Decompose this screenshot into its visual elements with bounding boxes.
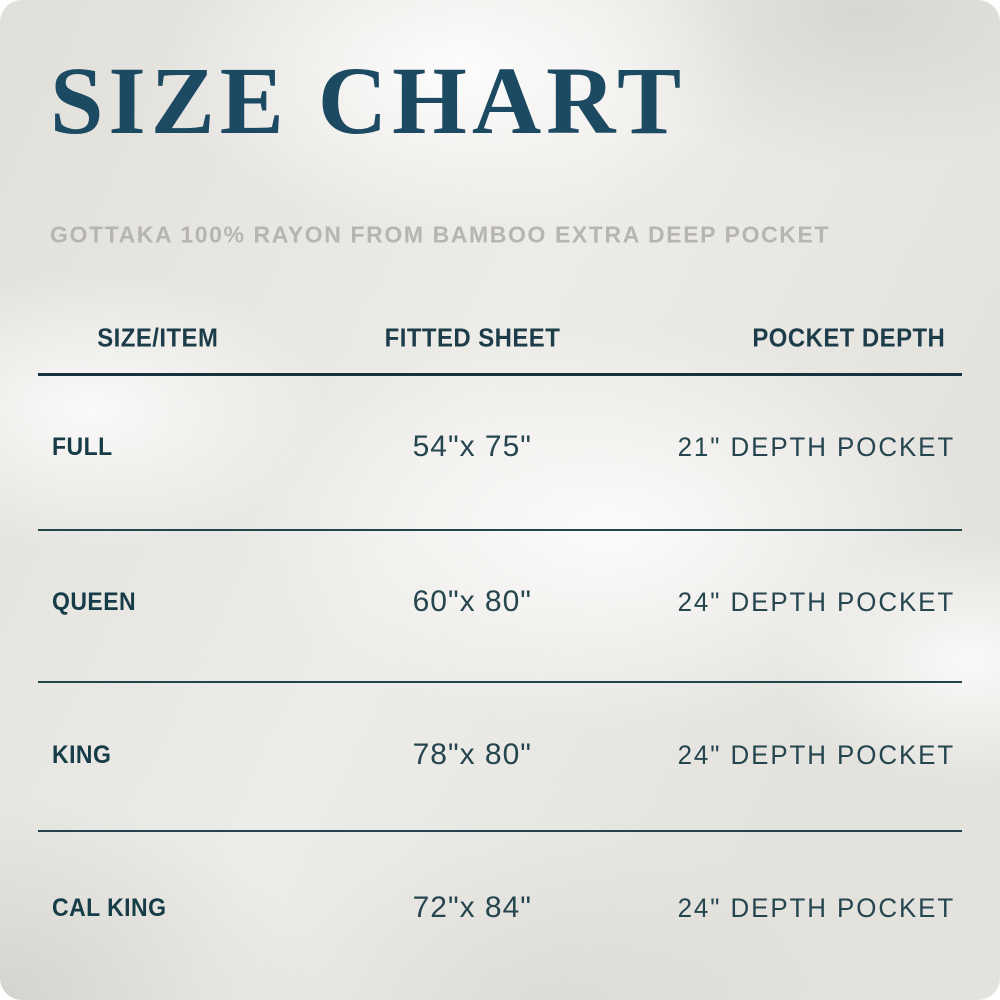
- cell-fitted-sheet-cal-king: 72"x 84": [412, 891, 532, 924]
- cell-pocket-depth-queen: 24" DEPTH POCKET: [677, 586, 956, 617]
- table-row-cal-king: CAL KING 72"x 84" 24" DEPTH POCKET: [38, 891, 962, 925]
- cell-pocket-depth-full: 21" DEPTH POCKET: [677, 431, 956, 462]
- header-rule: [38, 373, 962, 376]
- header-fitted-sheet-label: FITTED SHEET: [384, 322, 561, 353]
- header-size-item: SIZE/ITEM: [38, 323, 278, 354]
- header-pocket-depth: POCKET DEPTH: [666, 323, 962, 354]
- cell-pocket-depth-cal-king: 24" DEPTH POCKET: [677, 892, 956, 923]
- row-label-full: FULL: [52, 432, 113, 461]
- header-size-item-label: SIZE/ITEM: [97, 322, 219, 353]
- cell-fitted-sheet-full: 54"x 75": [412, 430, 532, 463]
- header-fitted-sheet: FITTED SHEET: [278, 323, 666, 354]
- cell-fitted-sheet-king: 78"x 80": [412, 738, 532, 771]
- page-subtitle: GOTTAKA 100% RAYON FROM BAMBOO EXTRA DEE…: [50, 221, 831, 248]
- table-row-king: KING 78"x 80" 24" DEPTH POCKET: [38, 738, 962, 772]
- cell-fitted-sheet-queen: 60"x 80": [412, 585, 532, 618]
- page-title: SIZE CHART: [50, 47, 687, 155]
- row-divider: [38, 681, 962, 683]
- table-header-row: SIZE/ITEM FITTED SHEET POCKET DEPTH: [38, 323, 962, 354]
- row-divider: [38, 830, 962, 832]
- row-divider: [38, 529, 962, 531]
- row-label-king: KING: [52, 740, 112, 769]
- cell-pocket-depth-king: 24" DEPTH POCKET: [677, 739, 956, 770]
- row-label-queen: QUEEN: [52, 587, 137, 616]
- table-row-full: FULL 54"x 75" 21" DEPTH POCKET: [38, 430, 962, 464]
- table-row-queen: QUEEN 60"x 80" 24" DEPTH POCKET: [38, 585, 962, 619]
- row-label-cal-king: CAL KING: [52, 893, 167, 922]
- header-pocket-depth-label: POCKET DEPTH: [752, 322, 946, 353]
